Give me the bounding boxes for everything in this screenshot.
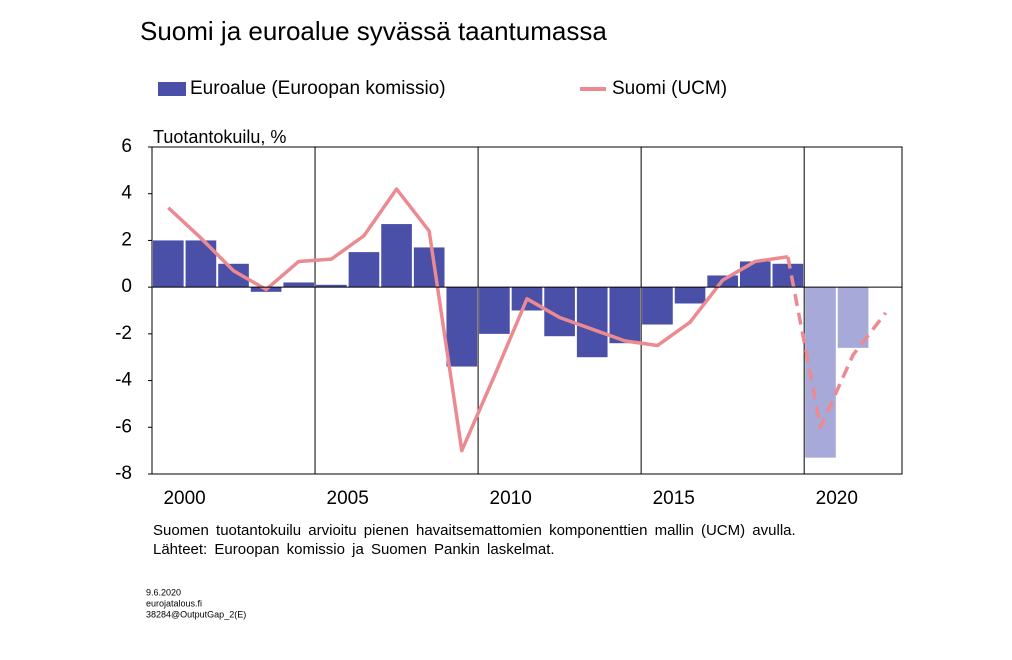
bar — [609, 287, 641, 344]
y-tick-label: 6 — [121, 136, 132, 157]
bar — [413, 247, 445, 288]
line — [167, 187, 789, 453]
bar — [348, 252, 380, 288]
bar — [218, 263, 249, 288]
x-tick-label: 2000 — [163, 488, 205, 509]
chart-title: Suomi ja euroalue syvässä taantumassa — [140, 16, 607, 46]
bar — [674, 287, 706, 304]
footnote: Lähteet: Euroopan komissio ja Suomen Pan… — [153, 541, 555, 558]
y-tick-label: 2 — [121, 229, 132, 250]
legend-label: Euroalue (Euroopan komissio) — [190, 78, 446, 99]
footnote: Suomen tuotantokuilu arvioitu pienen hav… — [153, 522, 796, 539]
bar — [772, 263, 804, 288]
y-tick-label: 4 — [121, 183, 132, 204]
meta-note: 38284@OutputGap_2(E) — [146, 609, 246, 619]
bar — [479, 287, 510, 334]
bar — [381, 224, 412, 288]
bar — [642, 287, 673, 325]
x-tick-label: 2015 — [653, 488, 695, 509]
meta-note: eurojatalous.fi — [146, 598, 202, 608]
x-tick-label: 2020 — [816, 488, 858, 509]
meta-note: 9.6.2020 — [146, 587, 181, 597]
bar — [152, 240, 184, 288]
y-axis-label: Tuotantokuilu, % — [153, 127, 286, 147]
y-tick-label: -2 — [115, 323, 132, 344]
y-tick-label: 0 — [121, 276, 132, 297]
legend-label: Suomi (UCM) — [612, 78, 727, 99]
line-forecast — [786, 256, 888, 430]
bar — [739, 261, 771, 288]
plot-frame — [151, 146, 903, 475]
bar — [446, 287, 478, 367]
x-tick-label: 2005 — [327, 488, 369, 509]
y-tick-label: -4 — [115, 370, 132, 391]
y-tick-label: -8 — [115, 463, 132, 484]
y-tick-label: -6 — [115, 416, 132, 437]
bar — [283, 282, 315, 288]
x-tick-label: 2010 — [490, 488, 532, 509]
legend-swatch — [158, 82, 186, 96]
bar — [837, 287, 869, 348]
bar — [316, 284, 347, 288]
bar — [576, 287, 608, 358]
